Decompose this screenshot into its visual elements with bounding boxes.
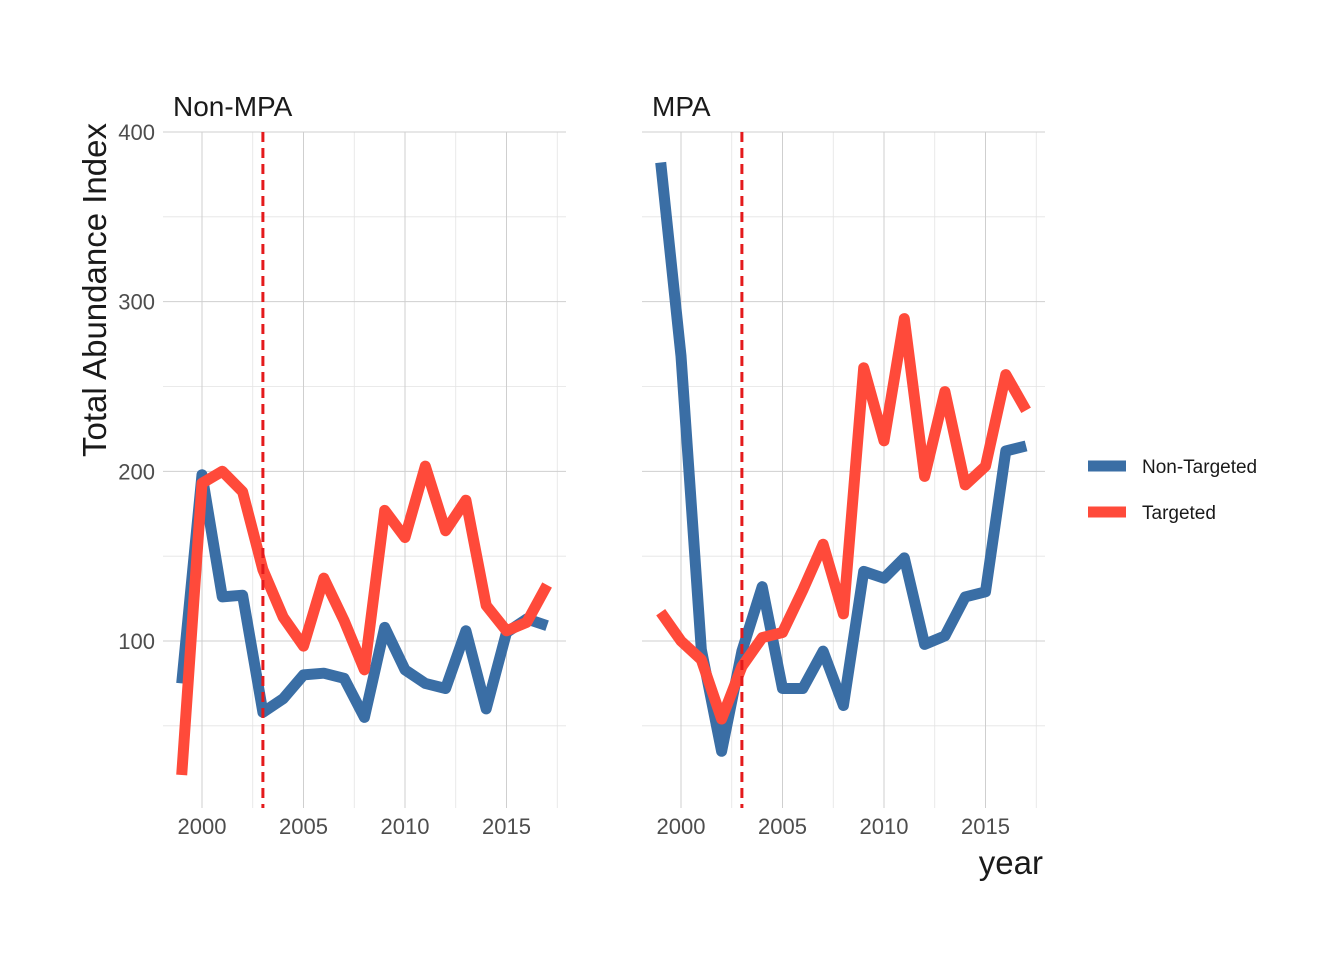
y-tick-label: 100 bbox=[118, 629, 155, 654]
x-tick-label: 2015 bbox=[482, 814, 531, 839]
panel-title: MPA bbox=[652, 91, 711, 122]
x-tick-label: 2000 bbox=[178, 814, 227, 839]
x-tick-label: 2015 bbox=[961, 814, 1010, 839]
x-tick-label: 2005 bbox=[758, 814, 807, 839]
x-axis-title: year bbox=[979, 844, 1043, 881]
y-tick-label: 300 bbox=[118, 290, 155, 315]
legend-item: Targeted bbox=[1088, 503, 1216, 524]
series-line-targeted bbox=[656, 313, 1031, 725]
series-line-non-targeted bbox=[176, 469, 549, 723]
y-axis-title: Total Abundance Index bbox=[76, 123, 113, 457]
legend-label: Non-Targeted bbox=[1142, 457, 1257, 478]
series-line-targeted bbox=[176, 460, 552, 776]
x-tick-label: 2010 bbox=[381, 814, 430, 839]
legend: Non-Targeted Targeted bbox=[1088, 457, 1257, 524]
panel-non-mpa: 100 200 300 400 2000 2005 2010 2015 Non-MPA bbox=[118, 91, 566, 839]
panel-mpa: 2000 2005 2010 2015 MPA bbox=[642, 91, 1045, 839]
legend-item: Non-Targeted bbox=[1088, 457, 1257, 478]
panel-title: Non-MPA bbox=[173, 91, 293, 122]
y-tick-label: 200 bbox=[118, 459, 155, 484]
x-tick-label: 2000 bbox=[657, 814, 706, 839]
x-tick-label: 2005 bbox=[279, 814, 328, 839]
x-tick-label: 2010 bbox=[860, 814, 909, 839]
y-tick-label: 400 bbox=[118, 120, 155, 145]
series-line-non-targeted bbox=[655, 161, 1028, 757]
legend-label: Targeted bbox=[1142, 503, 1216, 524]
